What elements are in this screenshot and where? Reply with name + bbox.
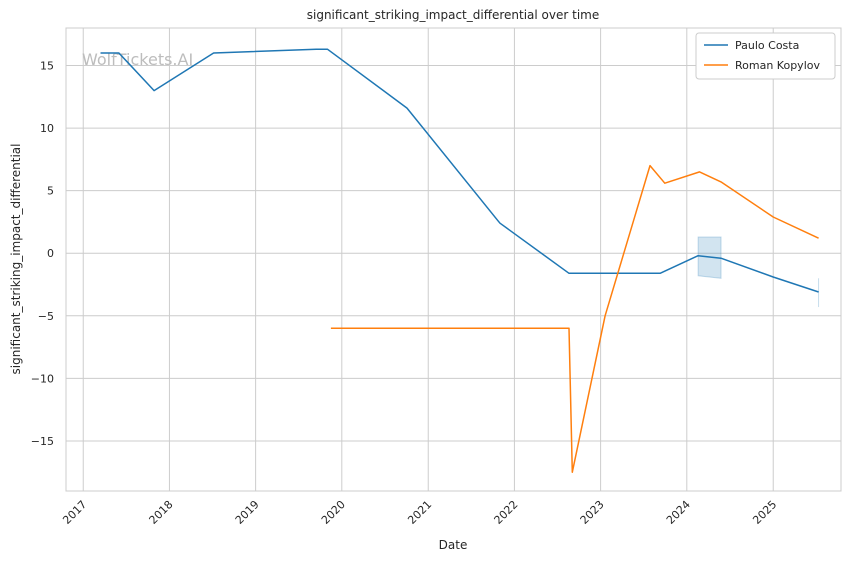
- plot-frame: [65, 27, 842, 492]
- legend-box: [695, 32, 836, 80]
- y-tick-label: 0: [47, 247, 54, 260]
- x-axis-label: Date: [439, 538, 468, 552]
- y-tick-label: 10: [40, 122, 54, 135]
- legend: Paulo Costa Roman Kopylov: [695, 32, 836, 80]
- y-tick-label: 15: [40, 60, 54, 73]
- y-tick-label: 5: [47, 185, 54, 198]
- y-tick-label: −10: [31, 372, 54, 385]
- y-axis-label: significant_striking_impact_differential: [9, 144, 23, 375]
- chart-title: significant_striking_impact_differential…: [307, 8, 599, 22]
- y-tick-labels: 15 10 5 0 −5 −10 −15: [31, 60, 54, 448]
- y-tick-label: −15: [31, 435, 54, 448]
- series-lines: [100, 48, 819, 473]
- watermark: WolfTickets.AI: [82, 50, 193, 69]
- series-line-paulo-costa: [100, 48, 819, 293]
- legend-label-paulo-costa: Paulo Costa: [735, 39, 799, 52]
- legend-label-roman-kopylov: Roman Kopylov: [735, 59, 820, 72]
- y-tick-label: −5: [38, 310, 54, 323]
- series-line-roman-kopylov: [330, 164, 819, 473]
